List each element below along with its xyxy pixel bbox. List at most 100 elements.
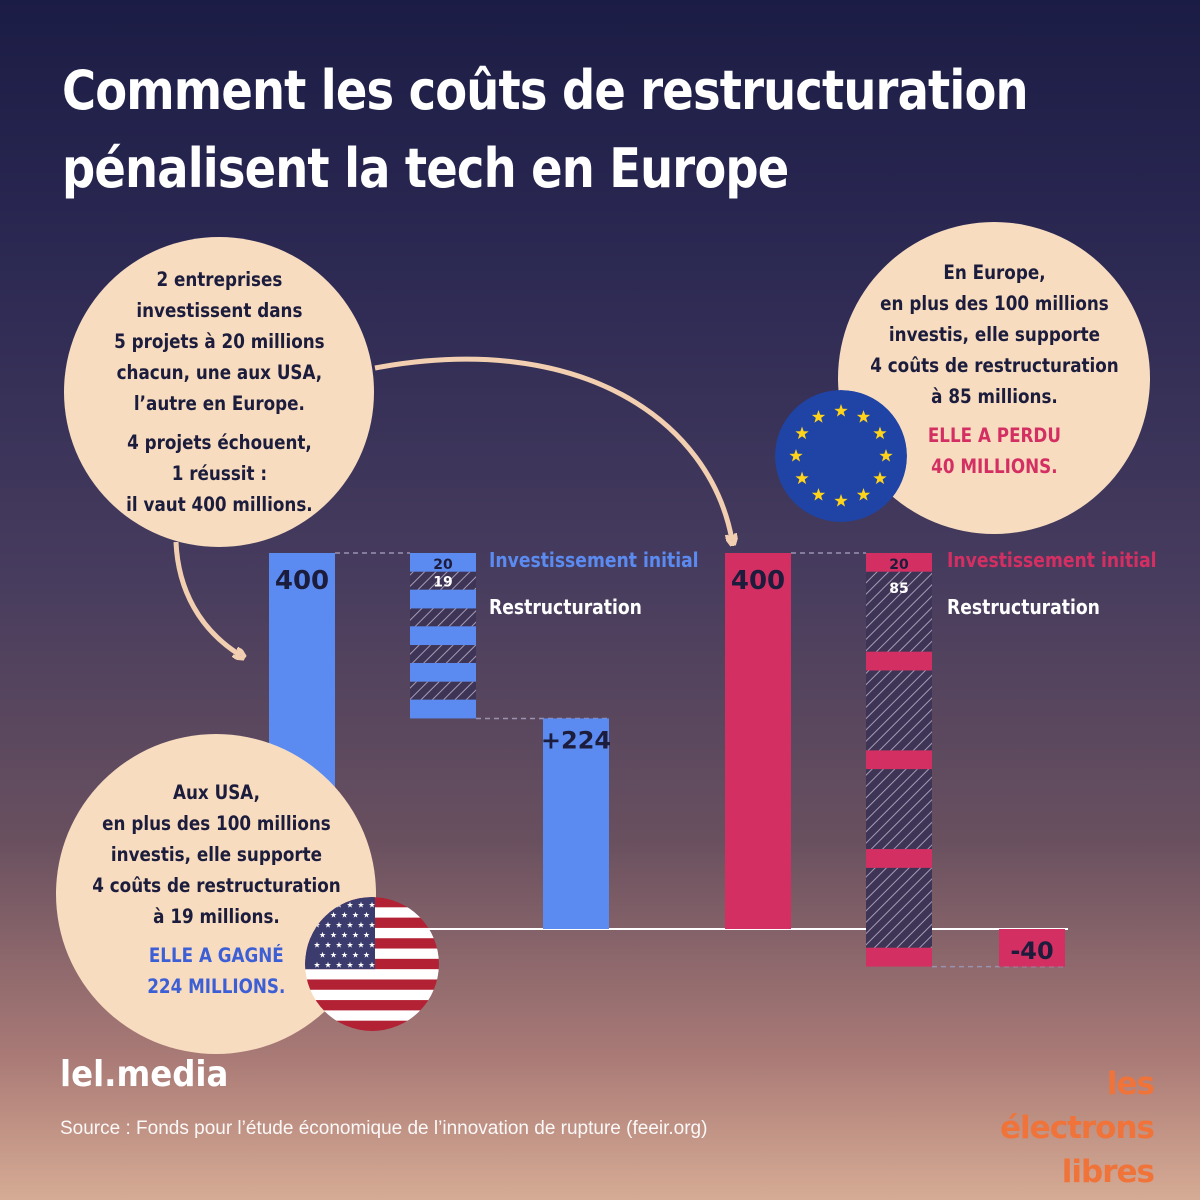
eu-star — [795, 426, 809, 440]
us-flag-star — [346, 941, 354, 948]
us-flag-star — [330, 951, 337, 958]
us-flag-stripe — [305, 1010, 439, 1022]
us-flag-star — [352, 951, 359, 958]
brand-name: lel.media — [60, 1054, 229, 1095]
europe-restructuring-segment — [866, 867, 932, 948]
usa-result-bar — [543, 718, 609, 929]
europe-restructuring-segment — [866, 670, 932, 751]
europe-legend-restructuring: Restructuration — [947, 597, 1100, 620]
europe-success-label: 400 — [731, 566, 785, 596]
us-flag-star — [346, 961, 354, 968]
source-note: Source : Fonds pour l’étude économique d… — [60, 1118, 708, 1139]
usa-investment-segment — [410, 662, 476, 682]
usa-text: Aux USA, en plus des 100 millions invest… — [91, 780, 341, 928]
us-flag-star — [363, 931, 370, 938]
chart-marks — [269, 552, 1068, 968]
us-flag-star — [357, 961, 365, 968]
eu-star — [873, 471, 887, 485]
us-flag-star — [368, 901, 376, 908]
eu-star — [811, 487, 826, 501]
usa-result-text: ELLE A GAGNÉ 224 MILLIONS. — [146, 943, 286, 998]
usa-restructuring-segment — [410, 681, 476, 700]
eu-star — [856, 487, 871, 501]
us-flag-star — [368, 921, 376, 928]
usa-restructuring-segment — [410, 571, 476, 590]
us-flag-star — [352, 931, 359, 938]
usa-result-label: +224 — [541, 726, 611, 754]
us-flag-star — [368, 941, 376, 948]
us-flag-star — [346, 921, 354, 928]
usa-success-label: 400 — [275, 566, 329, 596]
eu-star — [795, 471, 809, 485]
europe-investment-segment — [866, 651, 932, 671]
us-flag-stripe — [305, 1000, 439, 1011]
europe-restructuring-segment — [866, 571, 932, 652]
us-flag-star — [324, 921, 332, 928]
title-line-1: Comment les coûts de restructuration — [62, 59, 1029, 122]
us-flag-star — [341, 911, 348, 918]
usa-restructuring-label: 19 — [433, 575, 452, 591]
us-flag-star — [346, 901, 354, 908]
us-flag-star — [319, 951, 326, 958]
us-flag-stripe — [305, 979, 439, 991]
europe-restructuring-segment — [866, 769, 932, 850]
intro-text: 2 entreprises investissent dans 5 projet… — [113, 268, 325, 415]
eu-star — [834, 494, 848, 507]
page-title: Comment les coûts de restructuration pén… — [62, 52, 1029, 208]
europe-result-bar — [999, 929, 1065, 967]
eu-star — [879, 449, 893, 462]
usa-investment-segment — [410, 699, 476, 719]
us-flag-star — [313, 941, 321, 948]
us-flag-star — [357, 941, 365, 948]
usa-restructuring-segment — [410, 645, 476, 663]
europe-restructuring-label: 85 — [889, 581, 908, 597]
usa-legend-restructuring: Restructuration — [489, 597, 642, 620]
eu-star — [873, 426, 887, 440]
title-line-2: pénalisent la tech en Europe — [62, 137, 789, 200]
us-flag-star — [335, 921, 343, 928]
chart-labels: 400 20 19 +224 Investissement initial Restruc… — [275, 550, 1157, 965]
usa-legend-investment: Investissement initial — [489, 550, 699, 573]
us-flag-stripe — [305, 989, 439, 1001]
europe-success-bar — [725, 553, 791, 929]
publisher-logo: les électrons libres — [944, 1062, 1155, 1194]
europe-investment-segment — [866, 947, 932, 967]
logo-line-1: les électrons — [1000, 1066, 1155, 1146]
us-flag-star — [341, 951, 348, 958]
intro-outcome-text: 4 projets échouent, 1 réussit : il vaut … — [125, 431, 313, 516]
usa-investment-segment — [410, 589, 476, 609]
europe-investment-segment — [866, 750, 932, 770]
us-flag-star — [335, 961, 343, 968]
eu-star — [811, 410, 826, 423]
usa-investment-segment — [410, 626, 476, 646]
us-flag-star — [330, 911, 337, 918]
us-flag-star — [341, 931, 348, 938]
usa-restructuring-segment — [410, 608, 476, 627]
curved-arrow-icon — [374, 356, 732, 540]
curved-arrow-icon — [173, 541, 240, 655]
us-flag-star — [368, 961, 376, 968]
logo-line-2: libres — [1061, 1154, 1155, 1190]
us-flag-star — [324, 961, 332, 968]
europe-result-text: ELLE A PERDU 40 MILLIONS. — [927, 423, 1061, 478]
eu-star — [834, 404, 848, 417]
us-flag-star — [357, 921, 365, 928]
us-flag-star — [363, 911, 370, 918]
us-flag-icon — [305, 897, 439, 1031]
us-flag-star — [352, 911, 359, 918]
us-flag-star — [335, 941, 343, 948]
eu-star — [856, 410, 871, 423]
europe-text: En Europe, en plus des 100 millions inve… — [869, 260, 1119, 408]
arrows — [173, 356, 732, 655]
us-flag-star — [324, 941, 332, 948]
intro-bubble: 2 entreprises investissent dans 5 projet… — [64, 237, 374, 547]
us-flag-stripe — [305, 1020, 439, 1031]
europe-result-label: -40 — [1010, 937, 1053, 965]
europe-investment-segment — [866, 553, 932, 572]
europe-legend-investment: Investissement initial — [947, 550, 1157, 573]
us-flag-star — [357, 901, 365, 908]
us-flag-stripe — [305, 969, 439, 980]
europe-investment-label: 20 — [889, 557, 909, 573]
us-flag-star — [319, 931, 326, 938]
